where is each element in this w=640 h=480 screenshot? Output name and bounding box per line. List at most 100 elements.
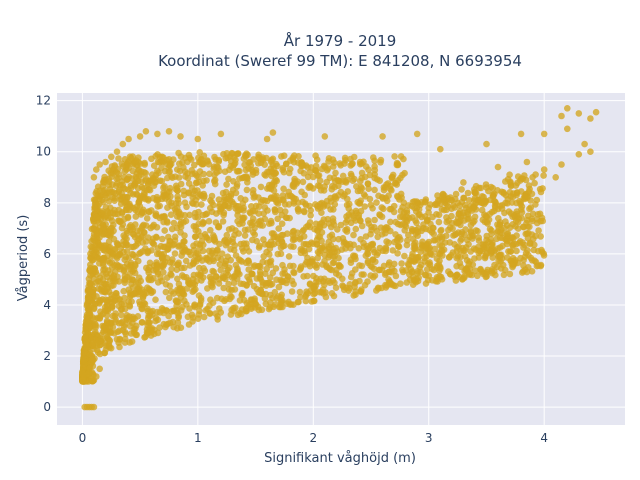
data-point xyxy=(519,239,526,246)
data-point xyxy=(210,232,217,239)
data-point xyxy=(109,194,116,201)
data-point xyxy=(178,252,185,259)
data-point xyxy=(193,179,200,186)
data-point xyxy=(400,155,407,163)
data-point xyxy=(287,301,295,308)
data-point xyxy=(564,105,571,112)
data-point xyxy=(513,189,521,196)
data-point xyxy=(196,272,204,279)
data-point xyxy=(378,213,386,221)
data-point xyxy=(140,228,148,236)
data-point xyxy=(437,145,444,153)
data-point xyxy=(113,240,121,247)
data-point xyxy=(379,133,386,140)
data-point xyxy=(92,322,99,329)
data-point xyxy=(294,205,302,213)
data-point xyxy=(321,246,329,254)
data-point xyxy=(306,169,314,176)
data-point xyxy=(382,245,390,252)
data-point xyxy=(291,178,299,185)
data-point xyxy=(472,227,480,234)
data-point xyxy=(448,197,456,204)
data-point xyxy=(471,267,479,275)
data-point xyxy=(132,213,140,220)
data-point xyxy=(386,268,393,276)
data-point xyxy=(190,259,197,267)
x-tick-label: 2 xyxy=(309,431,317,445)
data-point xyxy=(157,263,165,271)
data-point xyxy=(592,108,600,116)
data-point xyxy=(95,285,102,292)
data-point xyxy=(249,229,257,236)
data-point xyxy=(413,275,420,283)
data-point xyxy=(175,314,182,322)
data-point xyxy=(457,247,465,255)
data-point xyxy=(161,167,169,175)
data-point xyxy=(315,172,323,179)
data-point xyxy=(104,252,111,260)
data-point xyxy=(434,192,441,199)
data-point xyxy=(498,188,506,196)
data-point xyxy=(150,275,157,282)
data-point xyxy=(160,320,168,328)
data-point xyxy=(394,160,402,168)
data-point xyxy=(523,158,531,166)
data-point xyxy=(274,215,282,223)
data-point xyxy=(505,248,512,255)
data-point xyxy=(348,161,356,168)
data-point xyxy=(204,285,211,292)
data-point xyxy=(500,271,508,279)
data-point xyxy=(430,266,438,274)
data-point xyxy=(243,299,251,307)
data-point xyxy=(396,196,403,203)
data-point xyxy=(141,169,148,176)
data-point xyxy=(203,177,210,184)
x-tick-label: 1 xyxy=(194,431,202,445)
data-point xyxy=(181,244,188,252)
data-point xyxy=(494,163,502,171)
data-point xyxy=(154,279,162,286)
data-point xyxy=(124,161,131,169)
data-point xyxy=(270,187,278,194)
chart-title-line1: År 1979 - 2019 xyxy=(284,31,397,50)
data-point xyxy=(121,339,129,346)
data-point xyxy=(101,307,109,314)
data-point xyxy=(352,278,359,286)
data-point xyxy=(175,174,183,181)
data-point xyxy=(249,171,257,178)
data-point xyxy=(425,204,433,212)
data-point xyxy=(79,376,87,384)
data-point xyxy=(154,268,161,276)
data-point xyxy=(274,293,282,300)
data-point xyxy=(228,198,236,206)
data-point xyxy=(552,174,559,181)
data-point xyxy=(357,217,364,225)
data-point xyxy=(506,171,513,178)
data-point xyxy=(79,370,87,378)
data-point xyxy=(175,149,182,157)
data-point xyxy=(275,225,283,232)
data-point xyxy=(471,189,479,196)
data-point xyxy=(142,128,150,135)
data-point xyxy=(180,273,188,281)
data-point xyxy=(210,268,218,276)
data-point xyxy=(352,266,359,273)
data-point xyxy=(126,339,133,346)
data-point xyxy=(368,226,375,234)
data-point xyxy=(415,225,422,232)
data-point xyxy=(243,240,250,247)
data-point xyxy=(360,239,367,247)
data-point xyxy=(405,231,412,239)
data-point xyxy=(461,267,468,275)
data-point xyxy=(173,266,181,274)
data-point xyxy=(404,260,412,268)
data-point xyxy=(465,241,472,248)
data-point xyxy=(532,201,539,208)
data-point xyxy=(257,286,265,294)
data-point xyxy=(168,173,175,180)
data-point xyxy=(342,245,349,252)
data-point xyxy=(332,270,340,277)
data-point xyxy=(314,254,322,262)
data-point xyxy=(159,235,166,243)
data-point xyxy=(129,191,137,198)
